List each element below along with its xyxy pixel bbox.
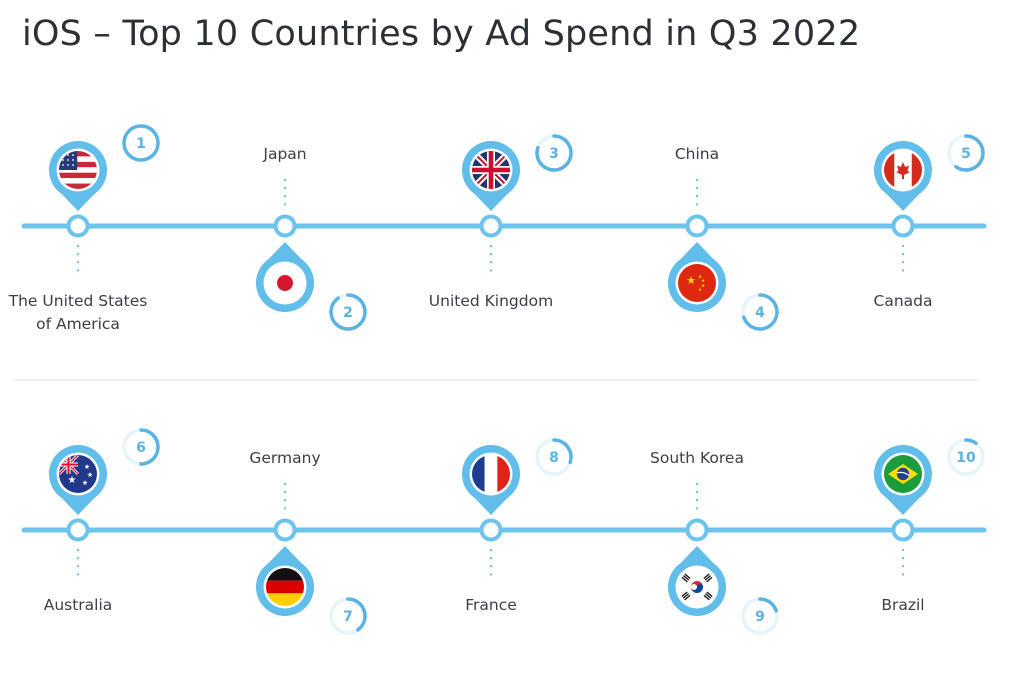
rank-number: 1 (136, 136, 146, 152)
rank-number: 7 (343, 609, 353, 625)
rank-badge (329, 597, 367, 635)
rank-progress-arc (741, 293, 779, 331)
country-label: South Korea (650, 449, 744, 467)
country-label: Australia (44, 596, 113, 614)
rank-progress-arc (122, 124, 160, 162)
country-label: of America (36, 315, 120, 333)
rank-number: 5 (961, 146, 971, 162)
china-flag-icon: ★ ★★★★ (678, 264, 716, 302)
timeline-node-rank-5: 5 Canada (874, 134, 985, 310)
svg-text:★: ★ (82, 479, 88, 487)
country-label: Japan (262, 145, 306, 163)
timeline-node-rank-10: 10 Brazil (874, 438, 985, 614)
svg-text:★: ★ (87, 471, 93, 479)
timeline-node-marker (66, 214, 90, 238)
rank-progress-arc (535, 438, 573, 476)
timeline-node-marker (273, 214, 297, 238)
japan-flag-icon (266, 264, 304, 302)
timeline-node-marker (66, 518, 90, 542)
timeline-node-marker (891, 518, 915, 542)
uk-flag-icon (472, 151, 510, 189)
south-korea-flag-icon (678, 568, 716, 606)
country-label: China (675, 145, 719, 163)
timeline-node-rank-4: China★ ★★★★4 (668, 145, 779, 331)
rank-progress-arc (741, 597, 779, 635)
country-label: The United States (8, 292, 148, 310)
rank-progress-arc (329, 597, 367, 635)
rank-number: 10 (956, 450, 976, 466)
svg-text:★: ★ (698, 274, 702, 280)
country-label: Canada (874, 292, 933, 310)
timeline-node-marker (685, 214, 709, 238)
rank-badge (741, 597, 779, 635)
timeline-node-rank-1: 1 The United States of America (8, 124, 160, 333)
timeline-node-rank-8: 8 France (462, 438, 573, 614)
rank-badge (535, 134, 573, 172)
svg-text:★: ★ (68, 475, 77, 486)
timeline-node-marker (479, 518, 503, 542)
svg-text:★: ★ (686, 274, 696, 287)
svg-text:★: ★ (701, 278, 705, 284)
timeline-node-rank-9: South Korea 9 (650, 449, 779, 635)
rank-badge (329, 293, 367, 331)
timeline-row-1: 1 The United States of America Japan 2 3 Unite… (8, 124, 987, 333)
country-label: France (465, 596, 517, 614)
country-label: Germany (249, 449, 320, 467)
page-title: iOS – Top 10 Countries by Ad Spend in Q3… (22, 14, 861, 54)
canada-flag-icon (884, 151, 922, 189)
germany-flag-icon (266, 568, 304, 606)
rank-number: 6 (136, 440, 146, 456)
brazil-flag-icon (884, 455, 922, 493)
country-label: Brazil (881, 596, 924, 614)
svg-text:★: ★ (84, 463, 90, 471)
rank-number: 9 (755, 609, 765, 625)
svg-text:★: ★ (698, 287, 702, 293)
rank-badge (122, 428, 160, 466)
rank-progress-arc (122, 428, 160, 466)
rank-progress-arc (535, 134, 573, 172)
timeline-node-marker (273, 518, 297, 542)
rank-number: 4 (755, 305, 765, 321)
france-flag-icon (472, 455, 510, 493)
rank-badge (535, 438, 573, 476)
svg-text:★: ★ (701, 283, 705, 289)
rank-badge (947, 134, 985, 172)
timeline-node-rank-2: Japan 2 (256, 145, 367, 331)
rank-number: 3 (549, 146, 559, 162)
us-flag-icon (59, 151, 97, 189)
timeline-node-marker (891, 214, 915, 238)
rank-badge (947, 438, 985, 476)
country-label: United Kingdom (429, 292, 553, 310)
rank-badge (741, 293, 779, 331)
rank-progress-arc (947, 438, 985, 476)
timeline-node-marker (479, 214, 503, 238)
timeline-node-rank-7: Germany 7 (249, 449, 367, 635)
rank-progress-arc (329, 293, 367, 331)
rank-progress-arc (947, 134, 985, 172)
rank-number: 8 (549, 450, 559, 466)
rank-number: 2 (343, 305, 353, 321)
timeline-node-marker (685, 518, 709, 542)
australia-flag-icon: ★★★★ (59, 455, 97, 493)
timeline-node-rank-3: 3 United Kingdom (429, 134, 573, 310)
rank-badge (122, 124, 160, 162)
